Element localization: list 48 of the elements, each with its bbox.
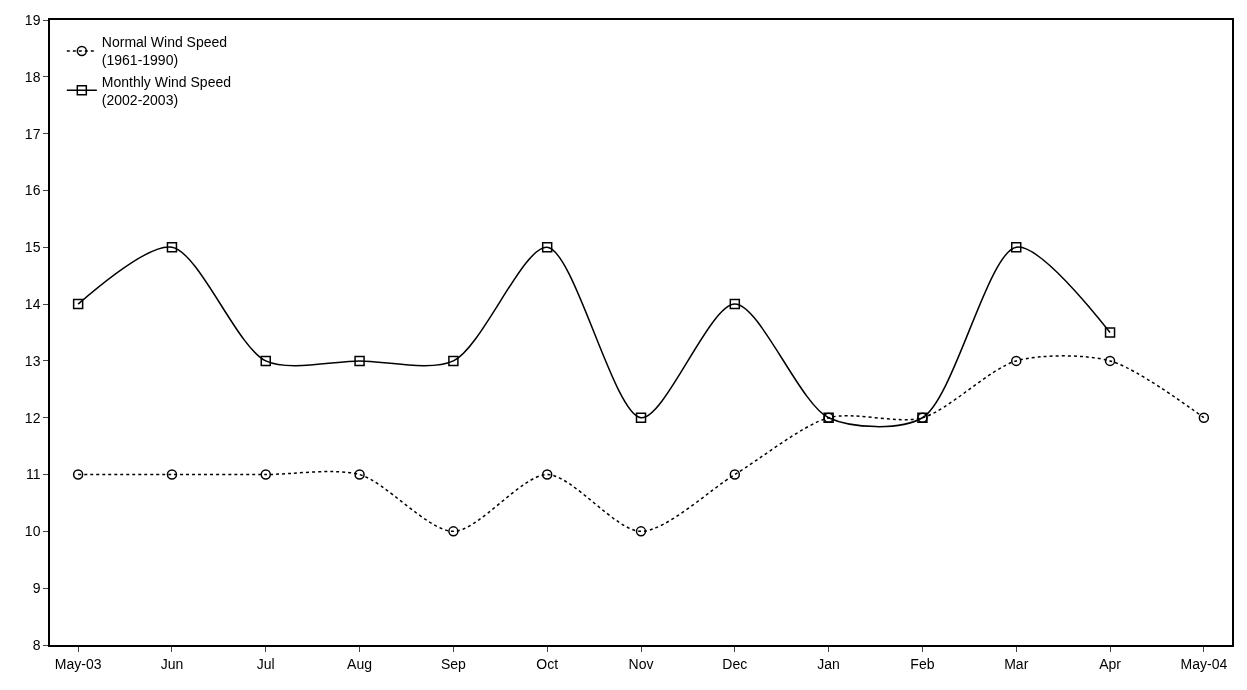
- x-tick-label: Oct: [536, 655, 559, 672]
- x-tick-label: Feb: [910, 655, 935, 672]
- point: [729, 469, 741, 480]
- point: [1198, 412, 1210, 423]
- x-tick-label: Dec: [722, 655, 748, 672]
- point: [1104, 327, 1116, 338]
- y-tick-label: 9: [32, 580, 41, 597]
- x-tick-label: Aug: [347, 655, 373, 672]
- y-tick-label: 15: [24, 239, 41, 256]
- point: [260, 355, 272, 367]
- y-tick-label: 16: [24, 182, 41, 199]
- y-tick-label: 14: [24, 295, 41, 312]
- y-tick-label: 8: [32, 636, 41, 653]
- point: [72, 469, 84, 480]
- point: [635, 526, 647, 537]
- point: [1104, 355, 1116, 367]
- point: [166, 242, 178, 253]
- y-tick-label: 12: [24, 409, 41, 426]
- y-tick-label: 11: [25, 466, 41, 483]
- point: [448, 355, 459, 367]
- point: [1010, 242, 1022, 253]
- y-tick-label: 17: [24, 125, 41, 142]
- x-tick-label: Nov: [628, 655, 654, 672]
- point: [541, 469, 553, 480]
- point: [729, 298, 741, 310]
- x-tick-label: Jun: [160, 655, 184, 672]
- x-tick-label: May-04: [1180, 655, 1228, 672]
- point: [354, 355, 365, 367]
- y-tick-label: 18: [24, 68, 41, 85]
- x-tick-label: Mar: [1004, 655, 1029, 672]
- x-tick-label: Jul: [256, 655, 275, 672]
- y-tick-label: 10: [24, 523, 41, 540]
- x-tick-label: Apr: [1099, 655, 1122, 672]
- legend-label: Normal Wind Speed (1961-1990): [101, 34, 228, 69]
- legend-label: Monthly Wind Speed (2002-2003): [101, 73, 232, 108]
- y-tick-label: 19: [24, 11, 41, 28]
- x-tick-label: May-03: [54, 655, 102, 672]
- y-tick-label: 13: [24, 352, 41, 369]
- point: [448, 526, 459, 537]
- point: [1010, 355, 1022, 367]
- x-tick-label: Sep: [440, 655, 467, 672]
- point: [72, 298, 84, 310]
- point: [541, 242, 553, 253]
- point: [166, 469, 178, 480]
- x-tick-label: Jan: [817, 655, 840, 672]
- point: [635, 412, 647, 423]
- point: [354, 469, 365, 480]
- point: [260, 469, 272, 480]
